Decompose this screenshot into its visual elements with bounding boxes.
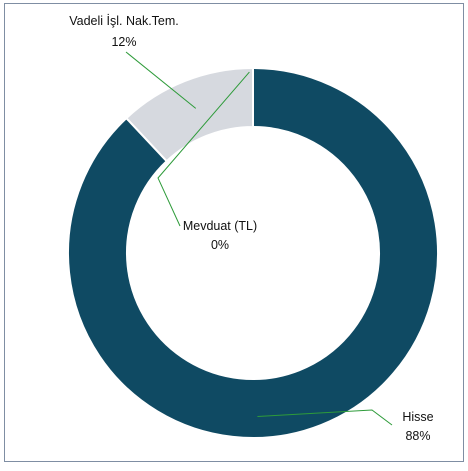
leader-line-mevduat — [157, 71, 250, 227]
leader-line-hisse — [257, 409, 393, 426]
leader-line-vadeli — [125, 51, 197, 109]
slice-label-hisse: Hisse — [402, 410, 433, 424]
slice-value-mevduat: 0% — [211, 238, 229, 252]
slice-label-vadeli: Vadeli İşl. Nak.Tem. — [69, 14, 179, 28]
slice-value-hisse: 88% — [405, 429, 430, 443]
slice-vadeli — [124, 66, 254, 163]
donut-slices — [67, 66, 439, 439]
leader-lines — [125, 51, 393, 426]
slice-hisse — [67, 66, 439, 439]
slice-label-mevduat: Mevduat (TL) — [183, 219, 257, 233]
slice-value-vadeli: 12% — [111, 35, 136, 49]
